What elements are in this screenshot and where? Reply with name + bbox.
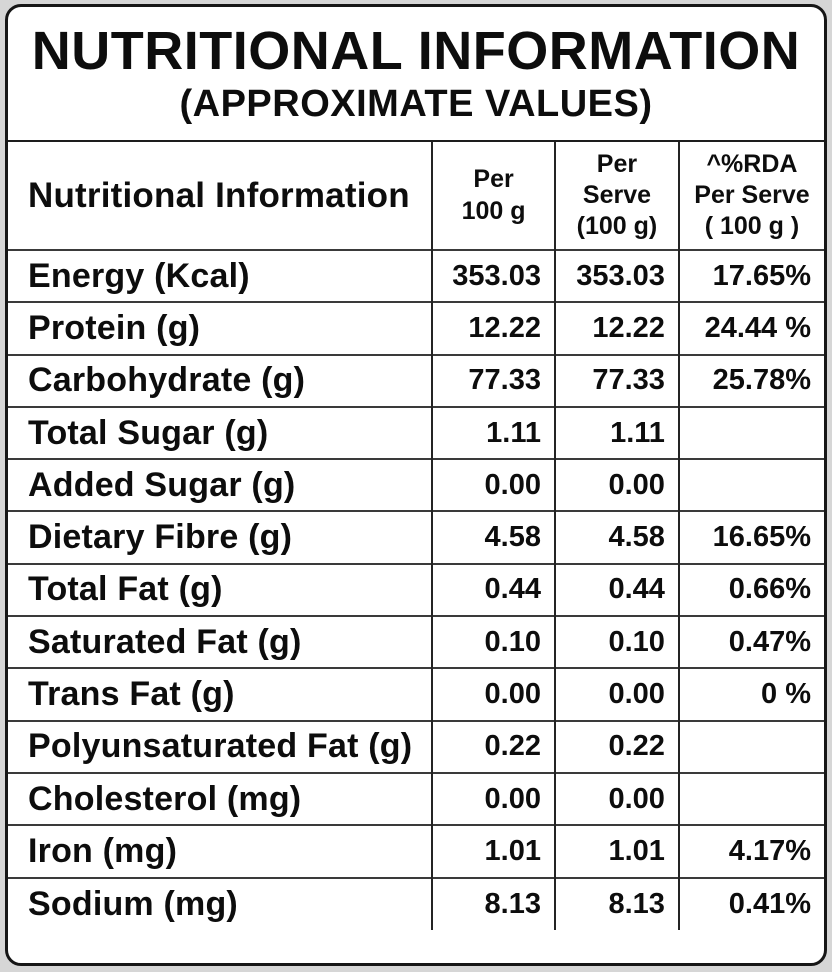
per-serve-cell: 1.01 bbox=[554, 824, 679, 878]
per-serve-cell: 0.22 bbox=[554, 719, 679, 773]
per-100g-cell: 353.03 bbox=[431, 248, 555, 303]
per-100g-cell: 12.22 bbox=[431, 301, 555, 355]
per-serve-cell: 77.33 bbox=[554, 353, 679, 407]
per-100g-cell: 77.33 bbox=[431, 353, 555, 407]
per-serve-cell: 1.11 bbox=[554, 405, 679, 460]
title-block: NUTRITIONAL INFORMATION (APPROXIMATE VAL… bbox=[8, 7, 824, 142]
rda-cell bbox=[677, 405, 824, 460]
column-header-nutrient: Nutritional Information bbox=[28, 175, 410, 215]
nutrition-table: Nutritional Information Per 100 g Per Se… bbox=[8, 142, 824, 930]
table-row: Energy (Kcal) 353.03 353.03 17.65% bbox=[8, 248, 824, 303]
per-serve-cell: 12.22 bbox=[554, 301, 679, 355]
per-100g-cell: 0.22 bbox=[431, 719, 555, 773]
per-serve-cell: 0.00 bbox=[554, 667, 679, 721]
rda-cell: 17.65% bbox=[677, 248, 824, 303]
nutrient-name-cell: Sodium (mg) bbox=[8, 876, 433, 930]
per-100g-cell: 0.00 bbox=[431, 667, 555, 721]
per-100g-cell: 8.13 bbox=[431, 876, 555, 930]
table-row: Cholesterol (mg) 0.00 0.00 bbox=[8, 771, 824, 826]
rda-cell: 24.44 % bbox=[677, 301, 824, 355]
nutrient-name-cell: Trans Fat (g) bbox=[8, 667, 433, 721]
per-serve-cell: 353.03 bbox=[554, 248, 679, 303]
rda-cell: 0.66% bbox=[677, 562, 824, 617]
nutrient-name-cell: Carbohydrate (g) bbox=[8, 353, 433, 407]
rda-cell: 0 % bbox=[677, 667, 824, 721]
per-100g-cell: 0.44 bbox=[431, 562, 555, 617]
rda-cell: 16.65% bbox=[677, 510, 824, 564]
rda-cell: 0.47% bbox=[677, 615, 824, 669]
per-100g-cell: 0.10 bbox=[431, 615, 555, 669]
rda-cell bbox=[677, 771, 824, 826]
table-row: Saturated Fat (g) 0.10 0.10 0.47% bbox=[8, 615, 824, 669]
per-serve-cell: 0.44 bbox=[554, 562, 679, 617]
table-row: Carbohydrate (g) 77.33 77.33 25.78% bbox=[8, 353, 824, 407]
table-row: Total Fat (g) 0.44 0.44 0.66% bbox=[8, 562, 824, 617]
per-100g-cell: 1.01 bbox=[431, 824, 555, 878]
table-row: Added Sugar (g) 0.00 0.00 bbox=[8, 458, 824, 512]
per-serve-cell: 0.00 bbox=[554, 771, 679, 826]
table-row: Sodium (mg) 8.13 8.13 0.41% bbox=[8, 876, 824, 930]
per-serve-cell: 8.13 bbox=[554, 876, 679, 930]
header-row: Nutritional Information Per 100 g Per Se… bbox=[8, 142, 824, 250]
nutrient-name-cell: Iron (mg) bbox=[8, 824, 433, 878]
nutrient-name-cell: Total Fat (g) bbox=[8, 562, 433, 617]
per-serve-cell: 4.58 bbox=[554, 510, 679, 564]
per-serve-cell: 0.00 bbox=[554, 458, 679, 512]
per-100g-cell: 0.00 bbox=[431, 771, 555, 826]
nutrient-name-cell: Energy (Kcal) bbox=[8, 248, 433, 303]
per-100g-cell: 1.11 bbox=[431, 405, 555, 460]
nutrient-name-cell: Dietary Fibre (g) bbox=[8, 510, 433, 564]
nutrient-name-cell: Polyunsaturated Fat (g) bbox=[8, 719, 433, 773]
column-header-per-100g: Per 100 g bbox=[431, 142, 555, 250]
column-header-rda-per-serve: ^%RDA Per Serve ( 100 g ) bbox=[677, 142, 824, 250]
nutrient-name-cell: Cholesterol (mg) bbox=[8, 771, 433, 826]
table-row: Polyunsaturated Fat (g) 0.22 0.22 bbox=[8, 719, 824, 773]
nutrient-name-cell: Total Sugar (g) bbox=[8, 405, 433, 460]
nutrient-name-cell: Added Sugar (g) bbox=[8, 458, 433, 512]
table-row: Total Sugar (g) 1.11 1.11 bbox=[8, 405, 824, 460]
rda-cell: 4.17% bbox=[677, 824, 824, 878]
table-row: Iron (mg) 1.01 1.01 4.17% bbox=[8, 824, 824, 878]
table-row: Protein (g) 12.22 12.22 24.44 % bbox=[8, 301, 824, 355]
table-row: Trans Fat (g) 0.00 0.00 0 % bbox=[8, 667, 824, 721]
rda-cell: 25.78% bbox=[677, 353, 824, 407]
per-100g-cell: 4.58 bbox=[431, 510, 555, 564]
nutrient-name-cell: Protein (g) bbox=[8, 301, 433, 355]
per-serve-cell: 0.10 bbox=[554, 615, 679, 669]
per-100g-cell: 0.00 bbox=[431, 458, 555, 512]
rda-cell bbox=[677, 458, 824, 512]
nutrition-label: NUTRITIONAL INFORMATION (APPROXIMATE VAL… bbox=[5, 4, 827, 966]
table-row: Dietary Fibre (g) 4.58 4.58 16.65% bbox=[8, 510, 824, 564]
nutrient-name-cell: Saturated Fat (g) bbox=[8, 615, 433, 669]
rda-cell bbox=[677, 719, 824, 773]
column-header-per-serve: Per Serve (100 g) bbox=[554, 142, 679, 250]
rda-cell: 0.41% bbox=[677, 876, 824, 930]
page-title: NUTRITIONAL INFORMATION bbox=[31, 21, 801, 82]
page-subtitle: (APPROXIMATE VALUES) bbox=[179, 82, 653, 125]
